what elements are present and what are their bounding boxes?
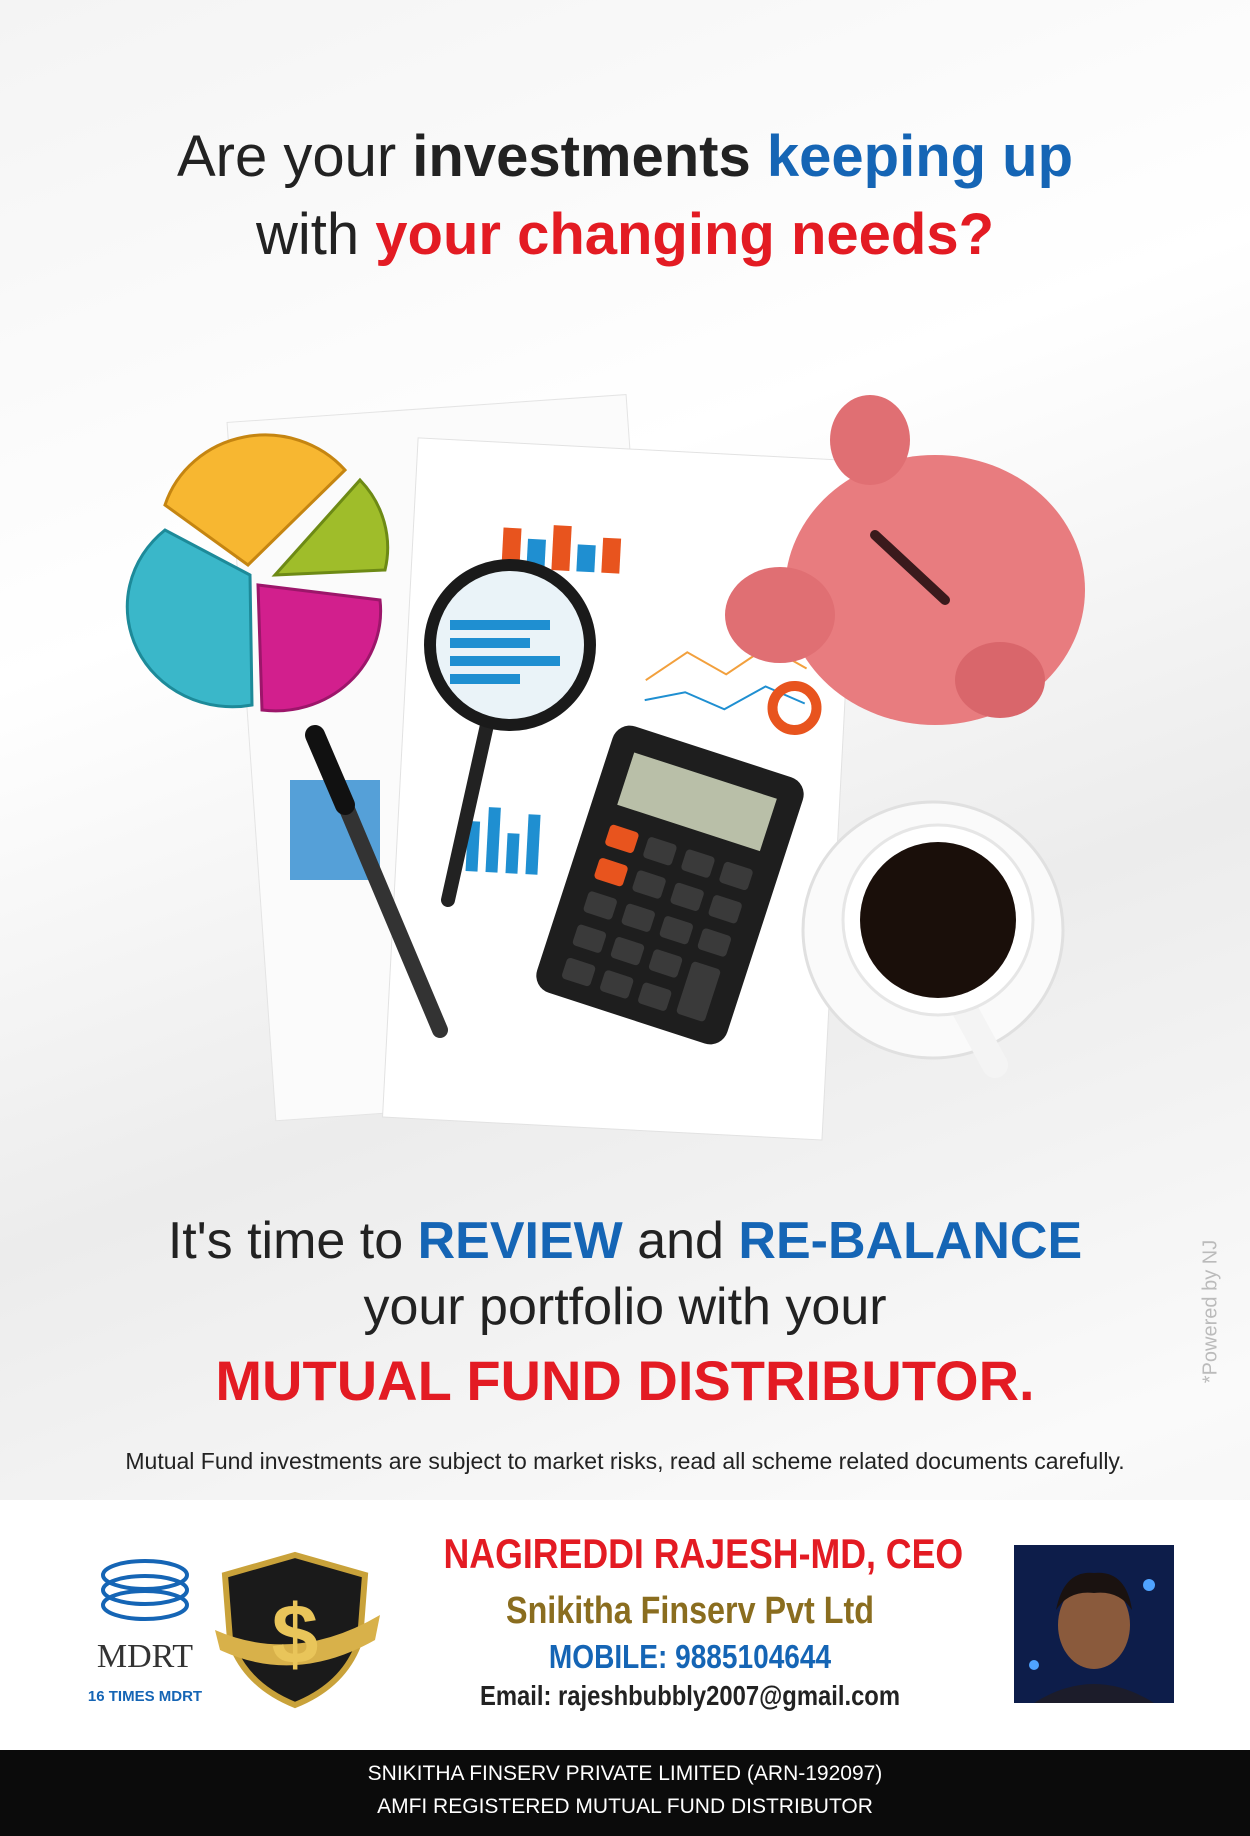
- piggy-bank: [725, 395, 1085, 725]
- badges: MDRT 16 TIMES MDRT $: [88, 1551, 380, 1709]
- headline: Are your investments keeping up: [0, 122, 1250, 192]
- headline-text: Are your: [176, 124, 397, 189]
- headline-highlight: your changing needs?: [375, 202, 995, 267]
- powered-by: *Powered by NJ: [1199, 1239, 1222, 1384]
- message-highlight: RE-BALANCE: [738, 1212, 1083, 1270]
- profile-photo: [1014, 1545, 1174, 1703]
- contact-name: NAGIREDDI RAJESH-MD, CEO: [443, 1530, 964, 1577]
- message-text: your portfolio with your: [363, 1278, 887, 1336]
- footer-line: AMFI REGISTERED MUTUAL FUND DISTRIBUTOR: [377, 1795, 873, 1818]
- message-highlight: REVIEW: [417, 1212, 623, 1270]
- headline-highlight: keeping up: [766, 124, 1074, 189]
- footer-line: SNIKITHA FINSERV PRIVATE LIMITED (ARN-19…: [367, 1762, 883, 1785]
- contact-email: Email: rajeshbubbly2007@gmail.com: [479, 1680, 901, 1711]
- shield-ribbon: [215, 1615, 380, 1666]
- message-highlight: MUTUAL FUND DISTRIBUTOR.: [215, 1349, 1035, 1412]
- shield-symbol: $: [272, 1587, 319, 1681]
- message-text: It's time to: [167, 1212, 404, 1270]
- mdrt-emblem: [101, 1559, 189, 1621]
- pie-model: [125, 433, 390, 713]
- message: It's time to REVIEW and RE-BALANCE: [0, 1210, 1250, 1272]
- calculator: [536, 725, 804, 1045]
- contact-mobile: MOBILE: 9885104644: [548, 1638, 832, 1675]
- disclaimer: Mutual Fund investments are subject to m…: [125, 1448, 1125, 1474]
- message-text: and: [637, 1212, 724, 1270]
- footer: SNIKITHA FINSERV PRIVATE LIMITED (ARN-19…: [0, 1750, 1250, 1836]
- mdrt-logo: MDRT: [97, 1638, 193, 1675]
- illustration: [125, 394, 1085, 1141]
- contact-company: Snikitha Finserv Pvt Ltd: [506, 1590, 874, 1632]
- coffee-cup: [801, 800, 1065, 1078]
- headline: with your changing needs?: [0, 200, 1250, 270]
- headline-emphasis: investments: [412, 124, 751, 189]
- magnifier: [424, 559, 596, 907]
- mdrt-caption: 16 TIMES MDRT: [88, 1688, 202, 1705]
- headline-text: with: [255, 202, 360, 267]
